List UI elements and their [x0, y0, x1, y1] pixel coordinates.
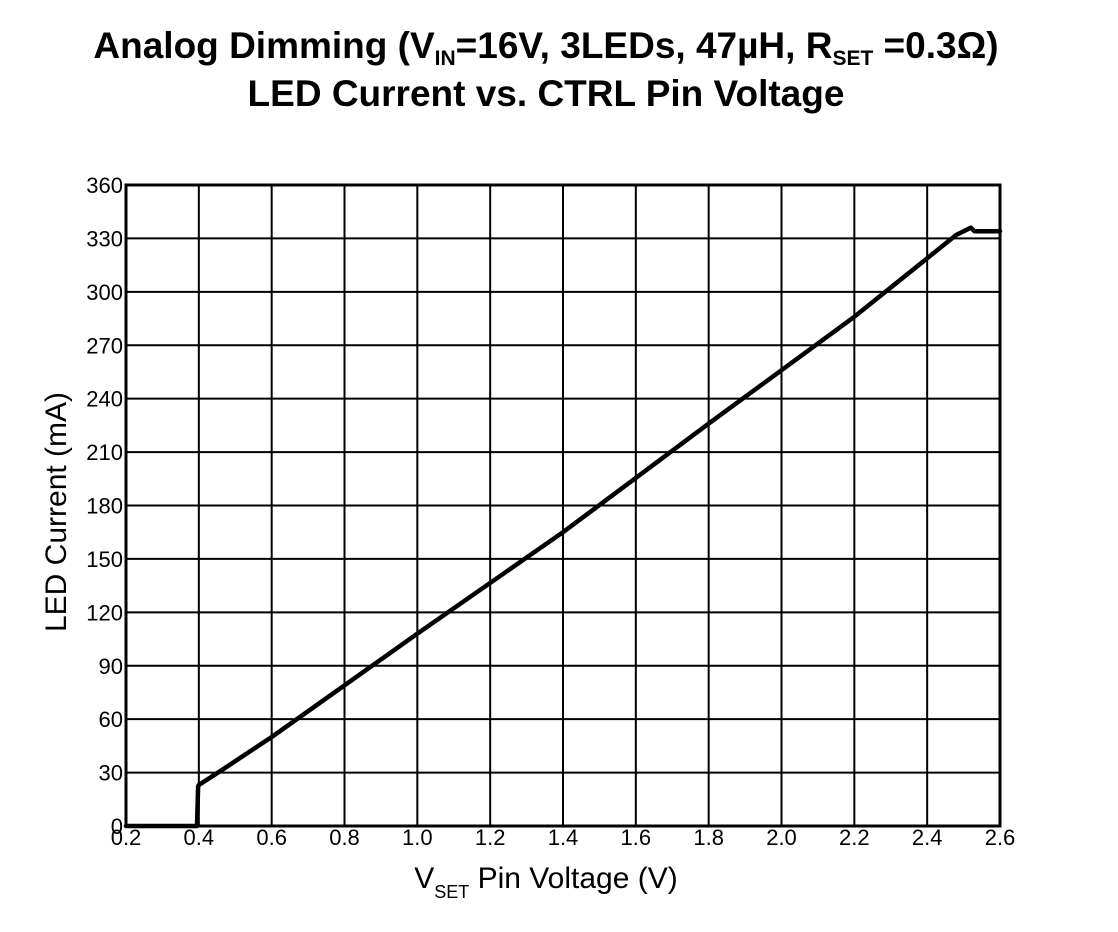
x-tick-label-7: 1.6 — [621, 825, 652, 850]
y-tick-label-1: 30 — [99, 761, 123, 786]
x-tick-label-9: 2.0 — [766, 825, 797, 850]
y-tick-label-12: 360 — [86, 173, 123, 198]
y-tick-label-0: 0 — [111, 814, 123, 839]
grid — [125, 184, 1001, 827]
y-axis-ticks: 0 30 60 90 120 150 180 210 240 270 300 330 360 — [86, 173, 123, 839]
y-tick-label-10: 300 — [86, 280, 123, 305]
y-tick-label-6: 180 — [86, 494, 123, 519]
y-tick-label-3: 90 — [99, 654, 123, 679]
x-axis-label: VSET Pin Voltage (V) — [414, 862, 677, 902]
y-axis-label: LED Current (mA) — [40, 392, 73, 632]
y-tick-label-8: 240 — [86, 387, 123, 412]
chart-title-line1-part-2: =16V, 3LEDs, 47µH, R — [456, 25, 833, 66]
x-tick-label-4: 1.0 — [402, 825, 433, 850]
series-group — [123, 225, 1003, 829]
x-tick-label-8: 1.8 — [693, 825, 724, 850]
series-line-0 — [123, 225, 1003, 829]
x-tick-label-6: 1.4 — [548, 825, 579, 850]
chart-title-line1-part-4: =0.3Ω) — [873, 25, 998, 66]
x-tick-label-10: 2.2 — [839, 825, 870, 850]
chart-title-line1-part-0: Analog Dimming (V — [93, 25, 435, 66]
y-tick-label-11: 330 — [86, 226, 123, 251]
y-tick-label-9: 270 — [86, 333, 123, 358]
chart-title-line2: LED Current vs. CTRL Pin Voltage — [248, 73, 845, 114]
chart-title-line1-part-3: SET — [832, 47, 873, 70]
y-tick-label-4: 120 — [86, 600, 123, 625]
x-axis-label-part-2: Pin Voltage (V) — [469, 862, 677, 895]
chart-title-line1: Analog Dimming (VIN=16V, 3LEDs, 47µH, RS… — [93, 25, 998, 70]
x-tick-label-3: 0.8 — [329, 825, 360, 850]
x-tick-label-0: 0.2 — [111, 825, 142, 850]
plot-area-frame — [124, 183, 1002, 828]
chart-title: Analog Dimming (VIN=16V, 3LEDs, 47µH, RS… — [93, 25, 998, 114]
x-tick-label-5: 1.2 — [475, 825, 506, 850]
y-tick-label-5: 150 — [86, 547, 123, 572]
x-axis-label-part-0: V — [414, 862, 434, 895]
x-tick-label-12: 2.6 — [985, 825, 1016, 850]
chart-title-line1-part-1: IN — [435, 47, 456, 70]
x-tick-label-1: 0.4 — [184, 825, 215, 850]
x-tick-label-2: 0.6 — [256, 825, 287, 850]
x-axis-ticks: 0.2 0.4 0.6 0.8 1.0 1.2 1.4 1.6 1.8 2.0 2.2 2.4 2.6 — [111, 825, 1016, 850]
x-tick-label-11: 2.4 — [912, 825, 943, 850]
x-axis-label-part-1: SET — [434, 882, 469, 902]
y-tick-label-7: 210 — [86, 440, 123, 465]
y-tick-label-2: 60 — [99, 707, 123, 732]
